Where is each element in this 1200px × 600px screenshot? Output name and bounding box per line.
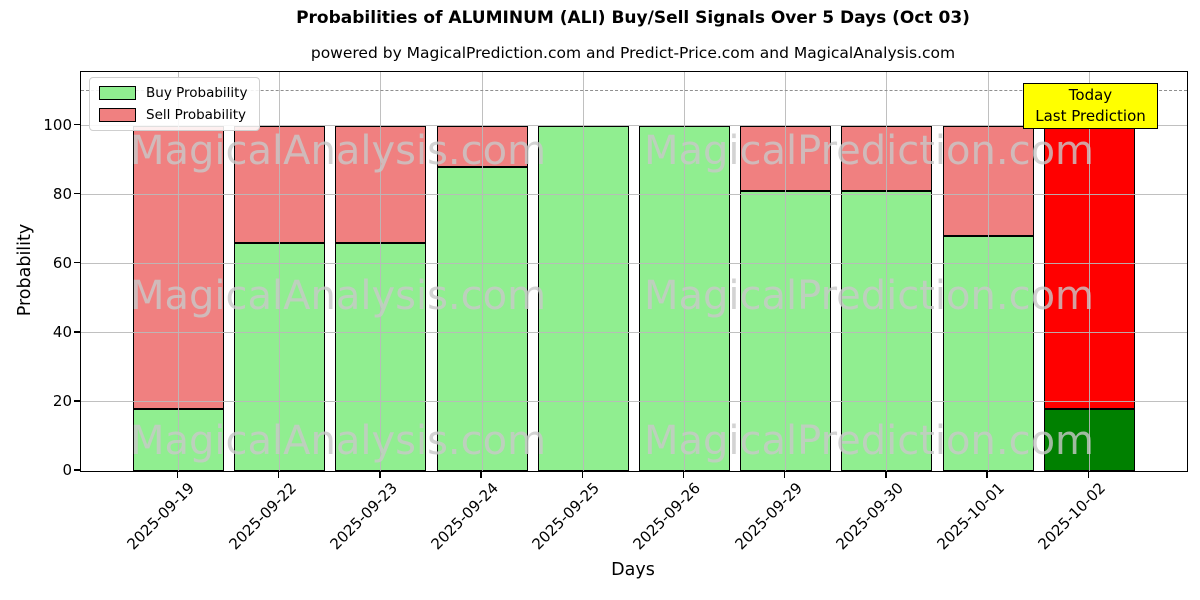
y-gridline xyxy=(81,125,1187,127)
today-annotation-line1: Today xyxy=(1068,86,1113,104)
y-tick-label: 20 xyxy=(52,391,72,410)
y-tick-mark xyxy=(74,192,80,195)
today-annotation-box: Today Last Prediction xyxy=(1023,83,1158,129)
x-gridline xyxy=(582,72,584,471)
x-tick-mark xyxy=(480,472,482,478)
x-tick-mark xyxy=(784,472,786,478)
y-gridline xyxy=(81,263,1187,265)
legend-item-buy: Buy Probability xyxy=(99,85,247,101)
x-tick-mark xyxy=(278,472,280,478)
legend-label-sell: Sell Probability xyxy=(146,107,247,123)
x-gridline xyxy=(380,72,382,471)
x-tick-mark xyxy=(986,472,988,478)
y-tick-mark xyxy=(74,400,80,402)
y-tick-mark xyxy=(74,262,80,264)
x-tick-label: 2025-09-23 xyxy=(326,479,401,554)
y-tick-label: 40 xyxy=(52,322,72,341)
y-tick-mark xyxy=(74,331,80,333)
x-gridline xyxy=(178,72,179,471)
y-gridline xyxy=(81,401,1187,403)
y-tick-mark xyxy=(74,469,80,471)
x-gridline xyxy=(886,72,888,471)
x-axis-title: Days xyxy=(611,560,655,580)
x-gridline xyxy=(1088,72,1090,471)
y-tick-label: 0 xyxy=(62,461,72,479)
chart-title: Probabilities of ALUMINUM (ALI) Buy/Sell… xyxy=(296,8,970,28)
legend: Buy Probability Sell Probability xyxy=(89,77,261,131)
y-gridline xyxy=(81,332,1187,334)
sell-swatch-icon xyxy=(99,108,136,122)
plot-area: MagicalAnalysis.com MagicalPrediction.com… xyxy=(80,71,1188,472)
y-tick-label: 80 xyxy=(52,184,72,203)
x-tick-mark xyxy=(379,472,381,478)
x-gridline xyxy=(279,72,281,471)
today-annotation-line2: Last Prediction xyxy=(1035,107,1146,125)
y-gridline xyxy=(81,194,1187,196)
x-tick-label: 2025-09-24 xyxy=(427,479,502,554)
x-tick-label: 2025-09-22 xyxy=(225,479,300,554)
x-tick-mark xyxy=(581,472,583,478)
threshold-dashed-line xyxy=(81,90,1187,91)
x-tick-label: 2025-09-30 xyxy=(832,479,907,554)
chart-subtitle: powered by MagicalPrediction.com and Pre… xyxy=(310,44,956,62)
x-tick-label: 2025-09-26 xyxy=(629,479,705,554)
x-tick-label: 2025-09-25 xyxy=(528,479,604,554)
x-gridline xyxy=(785,72,787,471)
x-tick-mark xyxy=(176,472,179,478)
x-gridline xyxy=(481,72,483,471)
legend-item-sell: Sell Probability xyxy=(99,107,247,123)
y-tick-mark xyxy=(74,123,80,126)
x-tick-label: 2025-10-01 xyxy=(933,479,1008,554)
buy-swatch-icon xyxy=(99,86,136,100)
x-tick-label: 2025-09-29 xyxy=(731,479,806,554)
x-gridline xyxy=(684,72,685,471)
y-tick-label: 100 xyxy=(43,115,72,134)
x-gridline xyxy=(987,72,989,471)
x-tick-label: 2025-09-19 xyxy=(123,479,199,554)
x-tick-mark xyxy=(682,472,685,478)
y-tick-label: 60 xyxy=(52,253,72,272)
x-tick-mark xyxy=(885,472,887,478)
x-tick-label: 2025-10-02 xyxy=(1034,479,1110,554)
legend-label-buy: Buy Probability xyxy=(146,85,248,101)
x-tick-mark xyxy=(1087,472,1089,478)
